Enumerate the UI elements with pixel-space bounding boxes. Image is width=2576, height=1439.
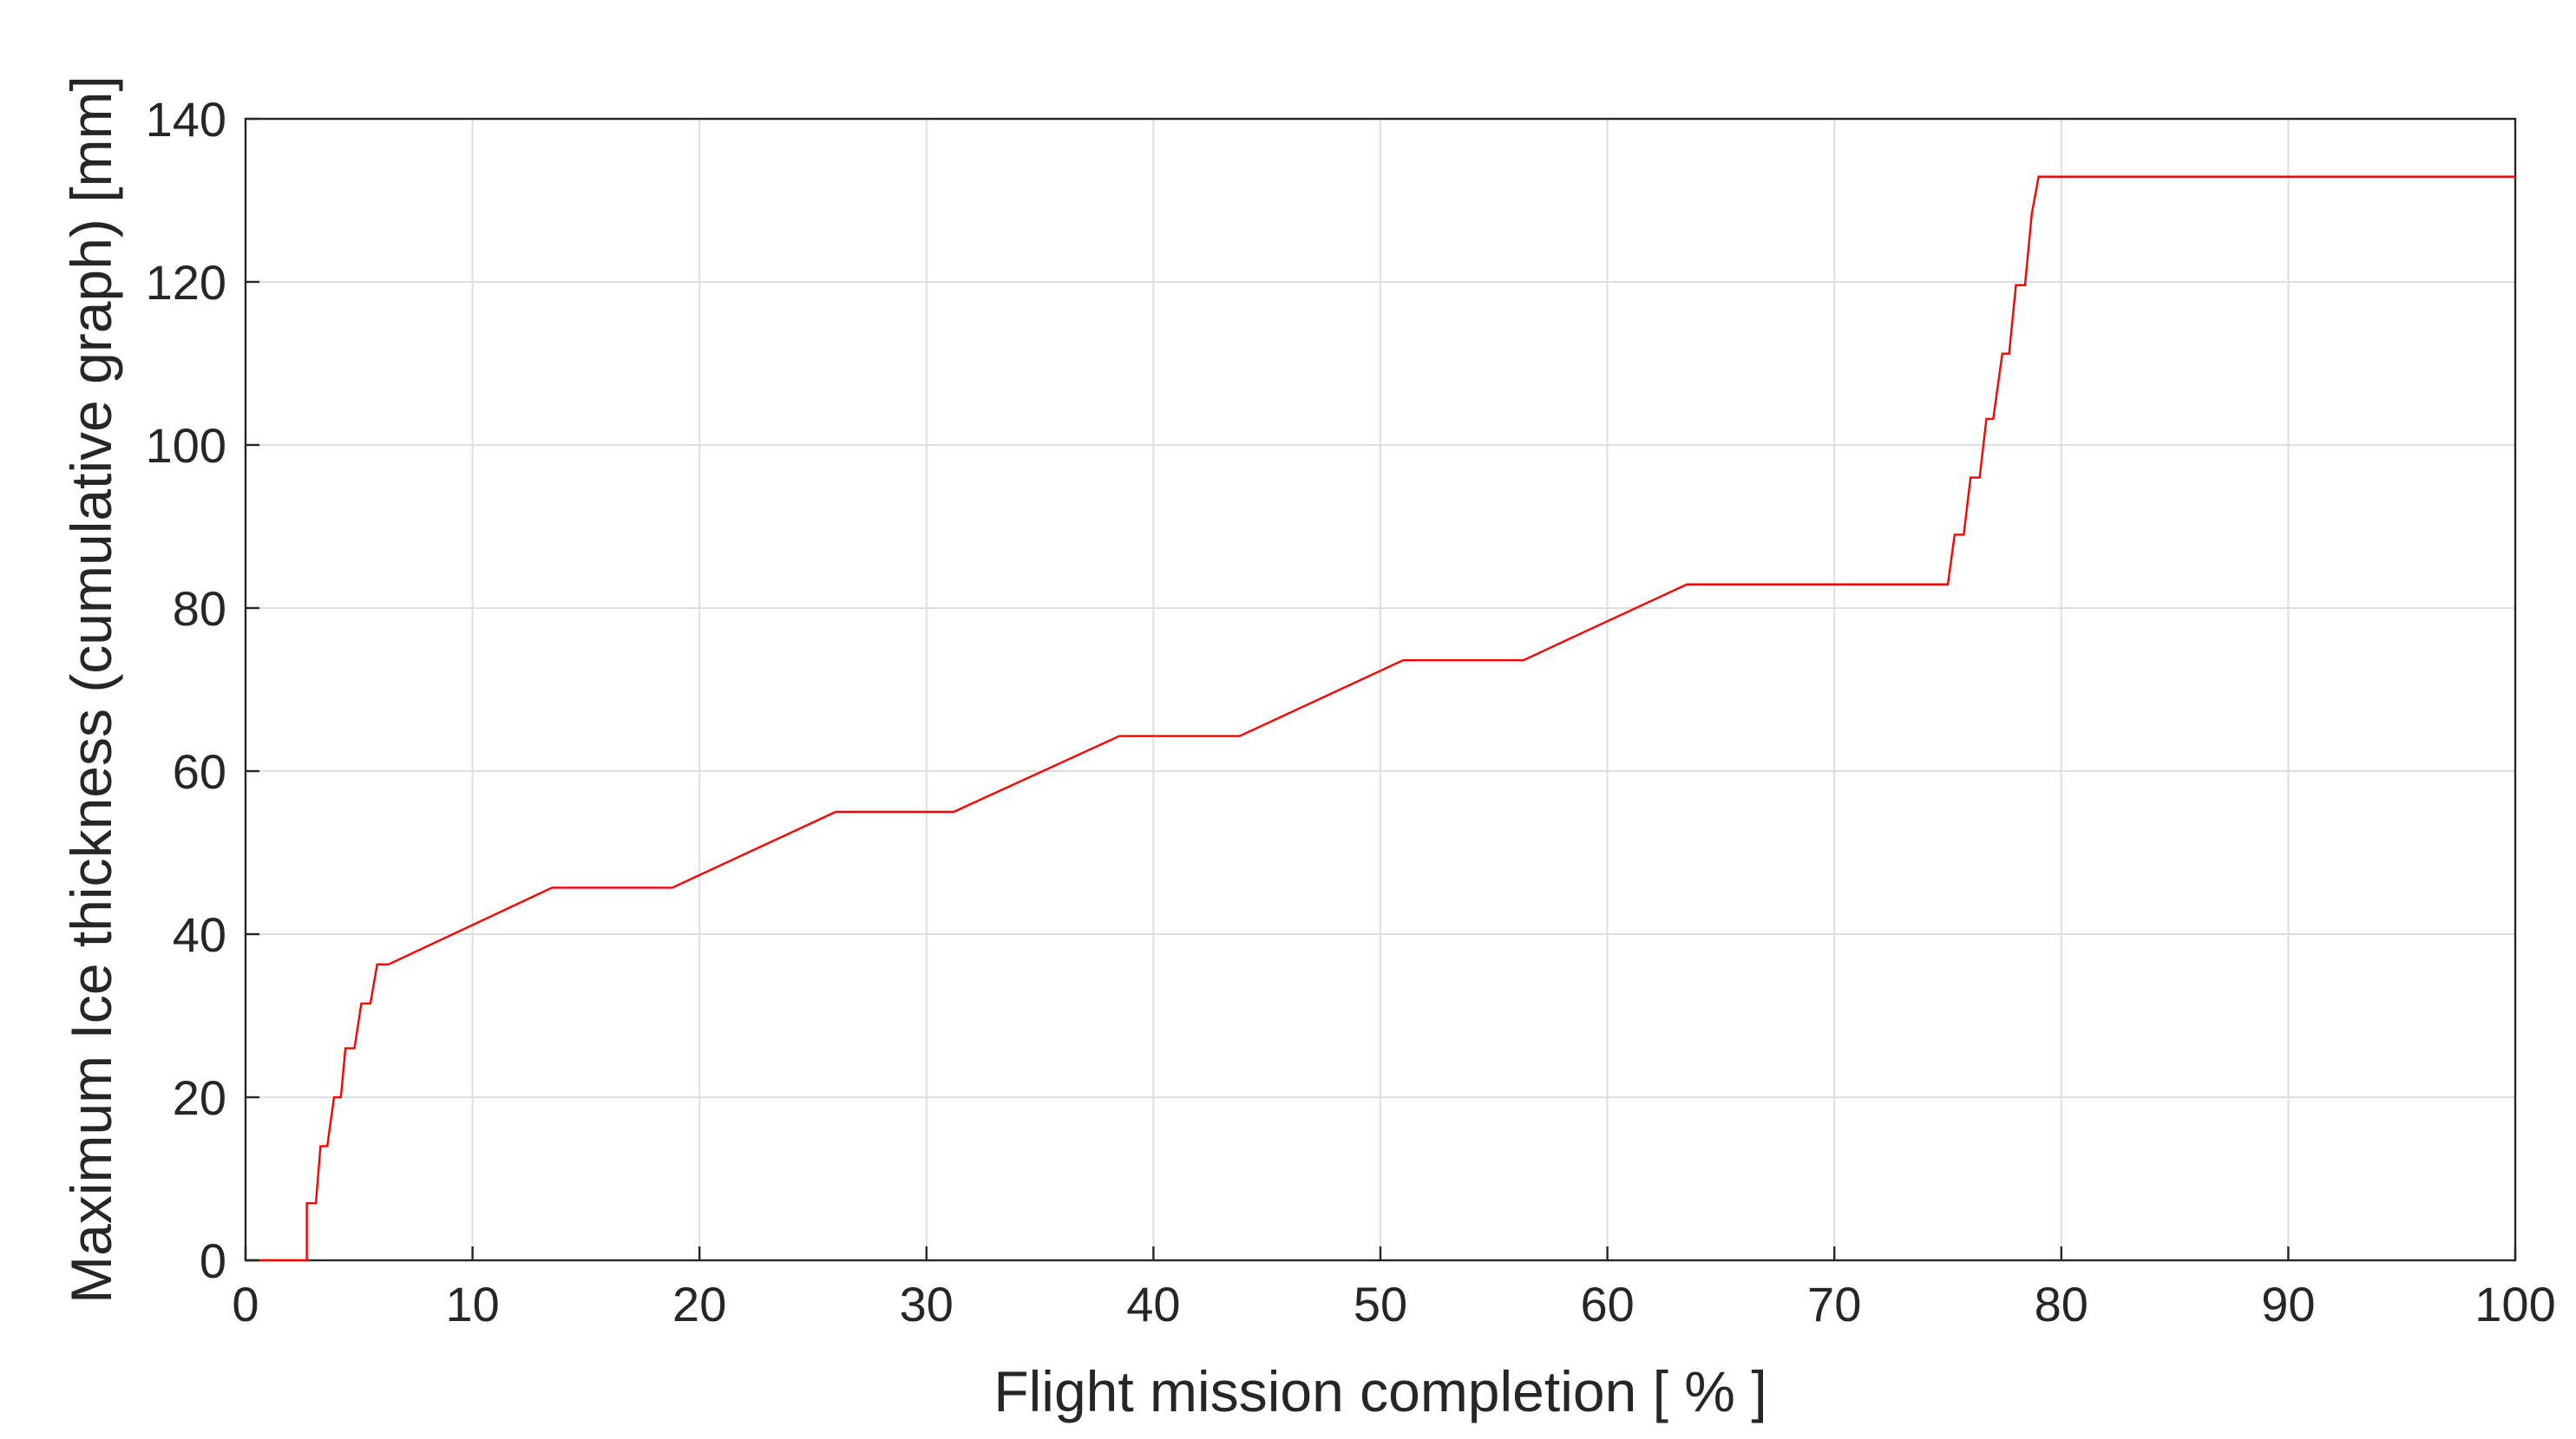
x-tick-label: 100 [2474,1277,2555,1331]
x-tick-label: 50 [1354,1277,1407,1331]
y-tick-label: 80 [173,581,226,636]
x-axis-ticks: 0 10 20 30 40 50 60 70 80 90 100 [232,1246,2556,1331]
series-layer [246,175,2515,1262]
y-tick-label: 20 [173,1070,226,1125]
y-tick-label: 140 [146,92,226,147]
y-tick-label: 120 [146,255,226,310]
y-axis-ticks: 0 20 40 60 80 100 120 140 [146,92,259,1288]
grid [246,119,2515,1260]
x-tick-label: 80 [2035,1277,2088,1331]
y-tick-label: 100 [146,418,226,473]
x-tick-label: 40 [1126,1277,1180,1331]
x-tick-label: 70 [1807,1277,1861,1331]
x-tick-label: 90 [2261,1277,2315,1331]
series-line [246,175,2515,1262]
x-tick-label: 30 [900,1277,954,1331]
x-tick-label: 20 [672,1277,726,1331]
y-tick-label: 40 [173,907,226,962]
y-tick-label: 0 [200,1233,226,1288]
y-tick-label: 60 [173,744,226,799]
x-axis-label: Flight mission completion [ % ] [993,1359,1766,1423]
y-axis-label: Maximum Ice thickness (cumulative graph)… [59,75,123,1304]
x-tick-label: 0 [232,1277,259,1331]
x-tick-label: 10 [445,1277,499,1331]
x-tick-label: 60 [1580,1277,1634,1331]
